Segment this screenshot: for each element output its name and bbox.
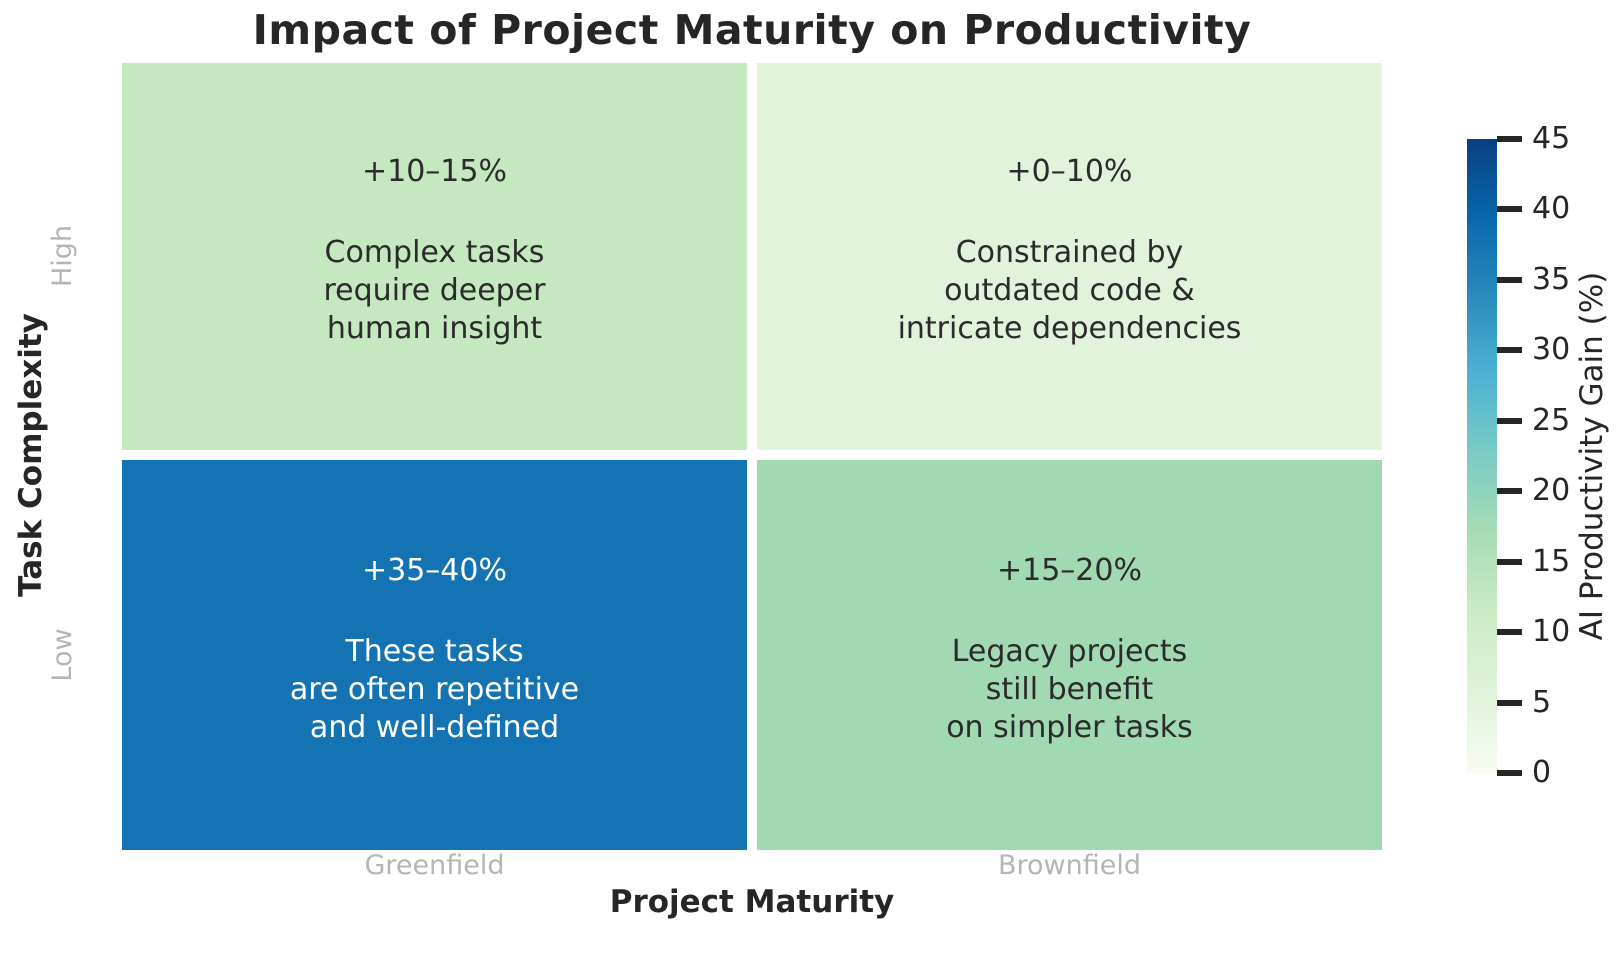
y-tick-label-low: Low [47, 628, 78, 682]
cell-value-label: +35–40% [362, 552, 507, 588]
colorbar-tick-label: 35 [1532, 261, 1571, 297]
colorbar-tick [1497, 629, 1522, 636]
colorbar-tick [1497, 347, 1522, 354]
colorbar-tick-label: 25 [1532, 402, 1571, 438]
y-axis-label: Task Complexity [13, 313, 49, 597]
cell-annotation: +35–40% These tasks are often repetitive… [290, 552, 579, 747]
cell-annotation: +10–15% Complex tasks require deeper hum… [324, 153, 546, 348]
colorbar-tick-label: 15 [1532, 543, 1571, 579]
colorbar-tick [1497, 699, 1522, 706]
heatmap-cell-low-brownfield: +15–20% Legacy projects still benefit on… [757, 460, 1382, 850]
cell-description: Complex tasks require deeper human insig… [323, 235, 546, 346]
colorbar-tick [1497, 136, 1522, 142]
colorbar-gradient [1467, 139, 1497, 773]
heatmap-cell-high-greenfield: +10–15% Complex tasks require deeper hum… [122, 63, 747, 450]
cell-value-label: +0–10% [1006, 154, 1133, 189]
cell-description: Constrained by outdated code & intricate… [897, 235, 1242, 346]
x-axis-label: Project Maturity [609, 884, 895, 920]
colorbar-tick-label: 30 [1532, 332, 1571, 368]
cell-value-label: +15–20% [996, 552, 1142, 588]
colorbar-tick-label: 45 [1532, 121, 1571, 156]
heatmap-plot-area: +10–15% Complex tasks require deeper hum… [122, 63, 1382, 850]
colorbar-tick [1497, 558, 1522, 565]
colorbar-tick [1497, 770, 1522, 776]
heatmap-cell-high-brownfield: +0–10% Constrained by outdated code & in… [757, 63, 1382, 450]
colorbar-tick [1497, 488, 1522, 495]
chart-title: Impact of Project Maturity on Productivi… [252, 6, 1252, 54]
colorbar-tick-label: 5 [1532, 684, 1552, 720]
cell-annotation: +0–10% Constrained by outdated code & in… [898, 153, 1242, 348]
colorbar-tick [1497, 417, 1522, 424]
heatmap-cell-low-greenfield: +35–40% These tasks are often repetitive… [122, 460, 747, 850]
colorbar-tick [1497, 206, 1522, 213]
cell-value-label: +10–15% [361, 154, 507, 189]
colorbar-tick-label: 10 [1532, 614, 1571, 650]
cell-annotation: +15–20% Legacy projects still benefit on… [946, 552, 1193, 747]
cell-description: These tasks are often repetitive and wel… [289, 633, 580, 745]
colorbar-tick-label: 0 [1532, 755, 1552, 790]
colorbar-tick-label: 20 [1532, 473, 1571, 509]
x-tick-label-greenfield: Greenfield [364, 850, 505, 881]
x-tick-label-brownfield: Brownfield [997, 850, 1141, 881]
colorbar-tick [1497, 276, 1522, 283]
colorbar-tick-label: 40 [1532, 191, 1571, 227]
cell-description: Legacy projects still benefit on simpler… [946, 633, 1193, 745]
y-tick-label-high: High [47, 224, 78, 288]
